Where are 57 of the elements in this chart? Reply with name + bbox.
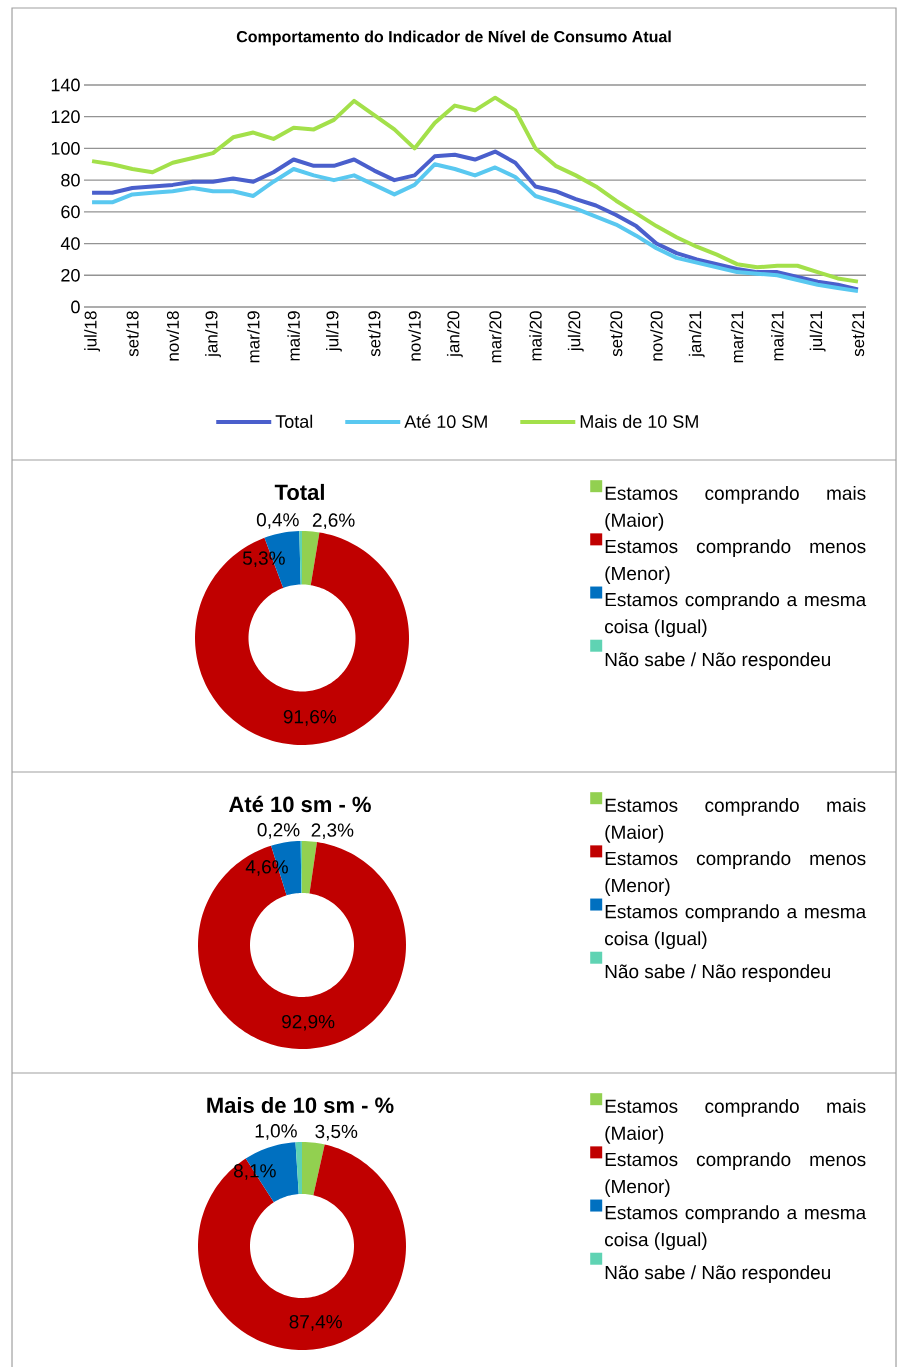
data-label: 2,6%	[312, 513, 355, 530]
x-tick-label: set/20	[609, 311, 623, 357]
chart-title: Até 10 sm - %	[229, 795, 371, 813]
x-tick-label: jul/21	[809, 311, 826, 352]
x-tick-label: mar/20	[488, 311, 502, 363]
y-tick-label: 140	[51, 78, 80, 92]
chart-title: Mais de 10 sm - %	[207, 1096, 394, 1114]
y-tick-label: 20	[61, 268, 80, 282]
x-tick-label: nov/19	[408, 311, 421, 361]
data-label: 92,9%	[282, 1014, 335, 1031]
x-tick-label: set/18	[126, 311, 139, 357]
legend-label: Estamos comprando a mesma coisa (Igual)	[605, 904, 867, 950]
x-tick-label: set/19	[367, 311, 381, 357]
x-tick-label: mai/20	[529, 311, 542, 361]
y-tick-label: 100	[51, 142, 80, 155]
data-label: 87,4%	[289, 1314, 342, 1331]
legend-label: Estamos comprando mais (Maior)	[605, 486, 866, 531]
x-tick-label: nov/20	[650, 311, 663, 361]
y-tick-label: 40	[60, 237, 80, 250]
x-tick-label: nov/18	[166, 311, 179, 361]
data-label: 3,5%	[315, 1124, 358, 1141]
legend-label: Total	[275, 414, 313, 428]
legend-label: Estamos comprando mais (Maior)	[605, 798, 866, 843]
legend-label: Não sabe / Não respondeu	[605, 652, 830, 670]
line-series	[90, 95, 860, 284]
y-tick-label: 80	[61, 173, 80, 187]
legend-label: Estamos comprando mais (Maior)	[605, 1099, 866, 1144]
x-tick-label: set/21	[851, 311, 865, 357]
legend-label: Estamos comprando menos (Menor)	[605, 539, 866, 584]
legend-label: Estamos comprando a mesma coisa (Igual)	[605, 592, 867, 638]
x-tick-label: jul/18	[84, 311, 100, 352]
chart-title: Comportamento do Indicador de Nível de Consumo Atual	[236, 30, 671, 46]
y-tick-label: 120	[51, 110, 80, 124]
x-tick-label: jan/19	[205, 311, 221, 358]
x-tick-label: jul/19	[326, 311, 342, 352]
x-tick-label: mai/21	[771, 311, 784, 361]
legend-label: Não sabe / Não respondeu	[605, 964, 830, 982]
legend-label: Não sabe / Não respondeu	[605, 1265, 830, 1283]
chart-title: Total	[274, 483, 324, 501]
y-tick-label: 60	[61, 205, 80, 219]
x-tick-label: mar/21	[730, 311, 744, 363]
data-label: 0,4%	[256, 513, 299, 529]
x-tick-label: jul/20	[567, 311, 584, 352]
legend-label: Estamos comprando menos (Menor)	[605, 1152, 866, 1197]
x-tick-label: jan/20	[446, 311, 463, 358]
legend-label: Estamos comprando a mesma coisa (Igual)	[605, 1205, 867, 1251]
legend-label: Estamos comprando menos (Menor)	[605, 851, 866, 896]
x-tick-label: jan/21	[688, 311, 705, 358]
y-tick-label: 0	[71, 300, 80, 314]
data-label: 1,0%	[255, 1124, 297, 1140]
data-label: 91,6%	[283, 710, 337, 726]
data-label: 0,2%	[257, 823, 300, 839]
legend-label: Mais de 10 SM	[580, 414, 698, 428]
x-tick-label: mar/19	[247, 311, 260, 363]
data-label: 2,3%	[311, 823, 354, 840]
x-tick-label: mai/19	[287, 311, 300, 361]
legend-label: Até 10 SM	[404, 414, 487, 429]
